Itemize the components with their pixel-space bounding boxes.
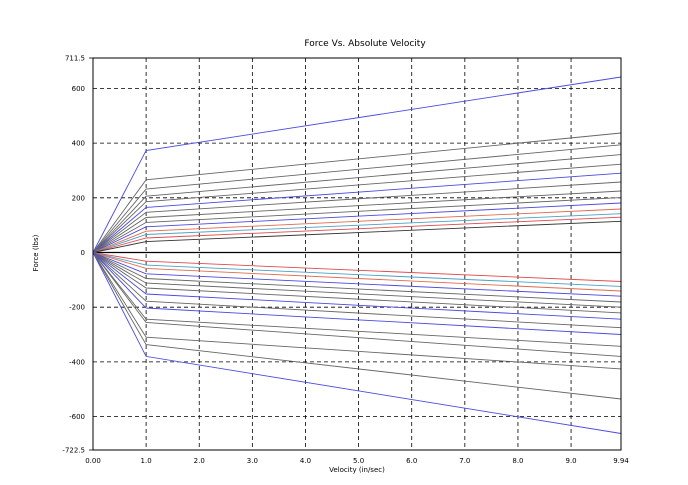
series-line bbox=[92, 252, 622, 370]
series-line bbox=[92, 252, 622, 282]
y-tick-label: -722.5 bbox=[62, 447, 85, 455]
x-tick-label: 6.0 bbox=[406, 457, 417, 465]
y-tick-label: 600 bbox=[72, 85, 85, 93]
grid-layer bbox=[89, 57, 621, 451]
x-tick-label: 1.0 bbox=[141, 457, 152, 465]
x-tick-label: 8.0 bbox=[512, 457, 523, 465]
chart-title: Force Vs. Absolute Velocity bbox=[304, 39, 426, 49]
series-line bbox=[92, 216, 622, 253]
series-line bbox=[92, 252, 622, 357]
y-tick-label: -600 bbox=[69, 413, 85, 421]
series-line bbox=[92, 76, 622, 253]
x-tick-label: 9.0 bbox=[565, 457, 576, 465]
series-line bbox=[92, 252, 622, 434]
series-line bbox=[92, 190, 622, 253]
tick-layer: 0.00 1.0 2.0 3.0 4.0 5.0 6.0 7.0 8.0 9.0 9.94 711.5… bbox=[62, 55, 629, 466]
series-line bbox=[92, 220, 622, 253]
y-tick-label: 200 bbox=[72, 194, 85, 202]
series-line bbox=[92, 252, 622, 335]
series-line bbox=[92, 213, 622, 253]
series-line bbox=[92, 132, 622, 253]
x-tick-label: 4.0 bbox=[300, 457, 311, 465]
y-tick-label: -200 bbox=[69, 304, 85, 312]
x-tick-label: 5.0 bbox=[353, 457, 364, 465]
series-line bbox=[92, 144, 622, 253]
y-tick-label: 400 bbox=[72, 140, 85, 148]
y-tick-label: -400 bbox=[69, 358, 85, 366]
series-line bbox=[92, 252, 622, 400]
x-tick-label: 2.0 bbox=[194, 457, 205, 465]
series-line bbox=[92, 163, 622, 253]
series-line bbox=[92, 202, 622, 253]
y-tick-label: 711.5 bbox=[65, 55, 85, 63]
series-line bbox=[92, 252, 622, 347]
y-axis-label: Force (lbs) bbox=[32, 234, 40, 271]
plot-frame bbox=[92, 57, 622, 451]
series-line bbox=[92, 252, 622, 287]
series-line bbox=[92, 172, 622, 253]
series-line bbox=[92, 197, 622, 253]
series-line bbox=[92, 208, 622, 253]
x-axis-label: Velocity (in/sec) bbox=[329, 466, 385, 474]
series-line bbox=[92, 252, 622, 320]
series-line bbox=[92, 252, 622, 297]
series-line bbox=[92, 154, 622, 253]
x-tick-label: 9.94 bbox=[613, 457, 629, 465]
x-tick-label: 0.00 bbox=[85, 457, 101, 465]
series-line bbox=[92, 252, 622, 292]
y-tick-label: 0 bbox=[81, 249, 85, 257]
x-tick-label: 7.0 bbox=[459, 457, 470, 465]
series-line bbox=[92, 252, 622, 314]
series-line bbox=[92, 181, 622, 253]
series-line bbox=[92, 252, 622, 329]
series-layer bbox=[92, 76, 622, 434]
series-line bbox=[92, 252, 622, 303]
series-line bbox=[92, 252, 622, 308]
x-tick-label: 3.0 bbox=[247, 457, 258, 465]
